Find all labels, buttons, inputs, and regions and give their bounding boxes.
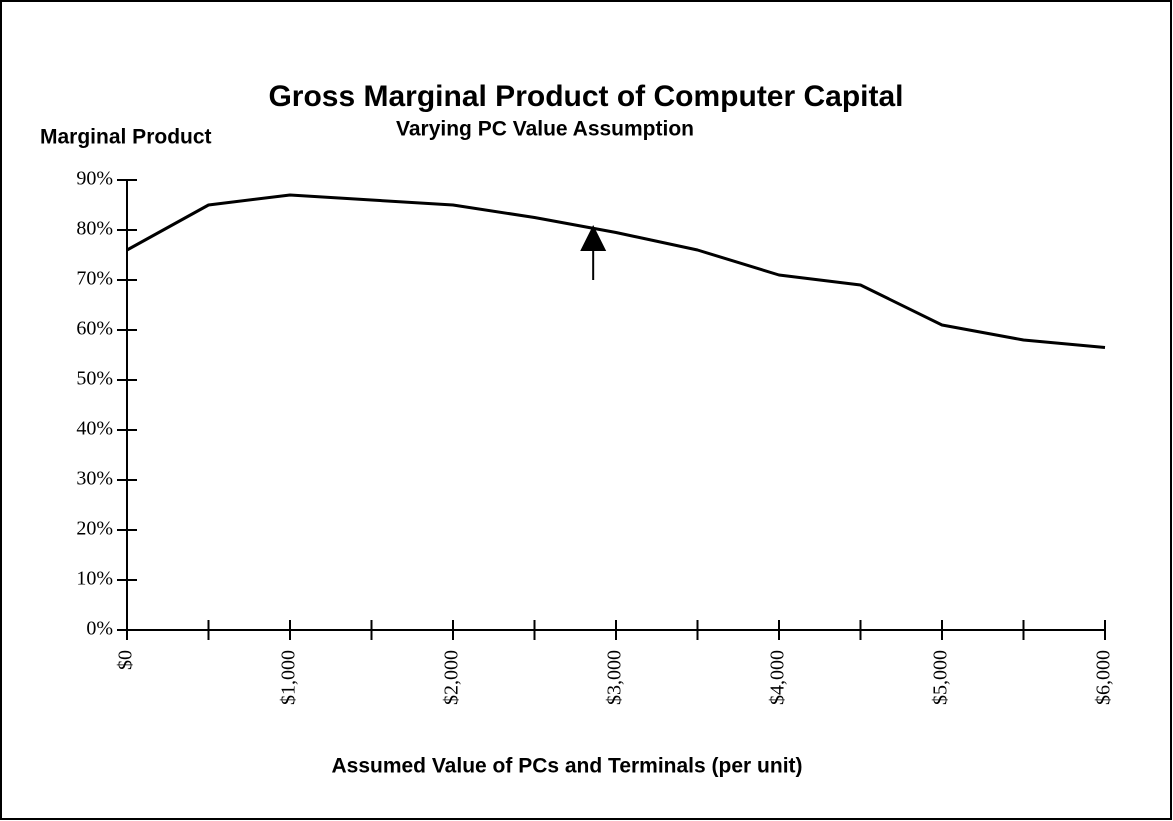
x-tick-label: $2,000: [441, 650, 463, 705]
y-tick-label: 50%: [76, 368, 113, 390]
x-tick-label: $6,000: [1093, 650, 1115, 705]
y-tick-label: 70%: [76, 268, 113, 290]
chart-title: Gross Marginal Product of Computer Capit…: [268, 80, 903, 113]
y-axis-label: Marginal Product: [40, 126, 212, 149]
x-tick-label: $3,000: [604, 650, 626, 705]
x-tick-label: $5,000: [930, 650, 952, 705]
chart-subtitle: Varying PC Value Assumption: [396, 118, 694, 141]
y-tick-label: 10%: [76, 568, 113, 590]
x-tick-label: $4,000: [767, 650, 789, 705]
arrow-head: [580, 225, 607, 251]
y-tick-label: 30%: [76, 468, 113, 490]
y-tick-label: 80%: [76, 218, 113, 240]
x-tick-label: $1,000: [278, 650, 300, 705]
x-tick-label: $0: [115, 650, 137, 670]
line-series: [126, 193, 1106, 349]
y-tick-label: 40%: [76, 418, 113, 440]
y-tick-label: 0%: [86, 618, 113, 640]
x-axis-label: Assumed Value of PCs and Terminals (per …: [331, 755, 802, 778]
y-tick-label: 90%: [76, 168, 113, 190]
y-tick-label: 20%: [76, 518, 113, 540]
y-tick-label: 60%: [76, 318, 113, 340]
